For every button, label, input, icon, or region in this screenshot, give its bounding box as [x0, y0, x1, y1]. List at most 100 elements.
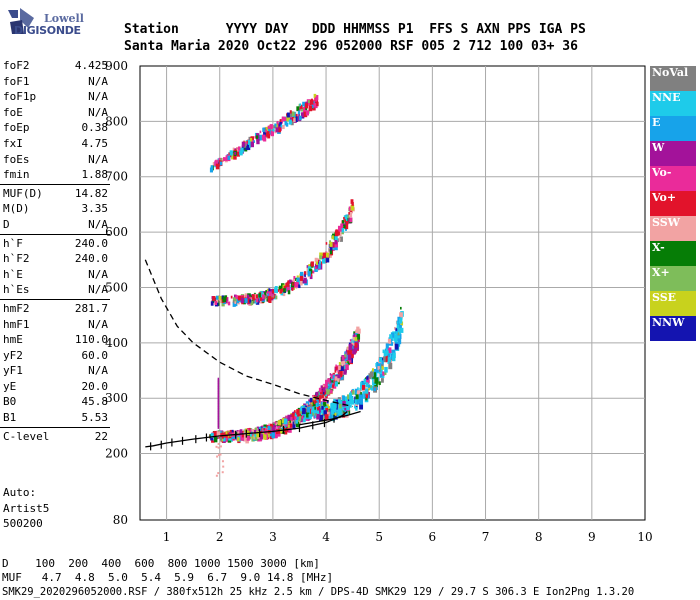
echo-point: [332, 401, 337, 408]
echo-point: [298, 415, 302, 422]
param-row: h`E N/A: [0, 267, 110, 283]
param-label: hmE: [3, 333, 23, 347]
echo-point: [338, 237, 341, 241]
echo-point: [344, 396, 348, 402]
echo-point: [303, 404, 306, 408]
y-tick-label: 900: [105, 59, 128, 73]
param-label: h`F2: [3, 252, 30, 266]
echo-point: [315, 261, 319, 265]
echo-point: [219, 295, 222, 301]
echo-point: [246, 294, 250, 299]
echo-point: [397, 338, 402, 345]
echo-point: [209, 167, 213, 173]
param-value: N/A: [88, 267, 108, 281]
echo-point: [348, 350, 352, 357]
echo-point: [381, 366, 384, 370]
y-tick-label: 700: [105, 170, 128, 184]
echo-point: [210, 165, 214, 170]
x-tick-label: 6: [429, 530, 437, 544]
echo-point: [274, 295, 278, 300]
echo-point: [334, 367, 337, 371]
echo-point: [217, 387, 220, 391]
echo-point: [239, 429, 243, 434]
echo-point: [249, 299, 252, 303]
echo-point: [217, 472, 220, 475]
echo-point: [321, 405, 324, 410]
echo-point: [343, 369, 347, 375]
echo-point: [319, 414, 324, 422]
echo-point: [233, 294, 237, 299]
echo-point: [241, 141, 245, 147]
param-value: 240.0: [74, 252, 108, 266]
echo-point: [274, 123, 276, 127]
echo-point: [308, 413, 312, 420]
echo-point: [217, 442, 220, 445]
echo-point: [297, 110, 301, 115]
y-tick-label: 600: [105, 225, 128, 239]
echo-point: [301, 407, 306, 415]
echo-point: [329, 240, 331, 244]
echo-point: [259, 130, 262, 134]
param-label: MUF(D): [3, 186, 43, 200]
echo-point: [271, 432, 275, 438]
param-value: 60.0: [81, 348, 109, 362]
echo-point: [302, 107, 307, 113]
echo-point: [295, 113, 298, 118]
echo-point: [344, 227, 347, 231]
echo-point: [299, 103, 302, 107]
echo-point: [325, 383, 328, 389]
echo-point: [229, 429, 232, 433]
echo-point: [338, 399, 341, 404]
echo-point: [325, 379, 328, 385]
echo-point: [295, 281, 299, 288]
param-label: yE: [3, 379, 17, 393]
param-value: 4.75: [81, 136, 109, 150]
param-value: 22: [94, 429, 108, 443]
echo-point: [298, 411, 301, 417]
echo-point: [358, 393, 363, 401]
echo-point: [258, 138, 261, 141]
echo-point: [340, 223, 343, 228]
echo-point: [336, 413, 340, 418]
echo-point: [290, 414, 293, 418]
echo-point: [360, 384, 362, 388]
echo-point: [360, 392, 362, 395]
echo-point: [253, 429, 257, 434]
echo-point: [296, 418, 301, 425]
echo-point: [283, 285, 287, 290]
echo-point: [256, 426, 260, 432]
echo-point: [296, 275, 299, 279]
echo-point: [347, 410, 351, 415]
echo-point: [347, 215, 350, 219]
echo-point: [343, 215, 348, 222]
echo-point: [344, 407, 347, 411]
param-label: h`E: [3, 267, 23, 281]
echo-point: [357, 342, 359, 346]
plot-frame: [139, 65, 646, 521]
legend-item: NNW: [650, 316, 696, 341]
echo-point: [267, 425, 271, 431]
echo-point: [332, 375, 335, 379]
echo-point: [348, 212, 350, 215]
echo-point: [258, 134, 262, 141]
echo-point: [213, 430, 217, 437]
echo-point: [318, 398, 321, 402]
echo-point: [218, 297, 222, 304]
echo-point: [303, 111, 308, 118]
echo-point: [296, 416, 299, 420]
echo-point: [243, 295, 247, 300]
echo-point: [322, 387, 326, 393]
echo-point: [347, 361, 350, 366]
echo-point: [217, 394, 220, 398]
echo-point: [311, 104, 314, 109]
echo-point: [316, 403, 319, 407]
echo-point: [224, 431, 228, 438]
param-row: yE 20.0: [0, 379, 110, 395]
echo-point: [334, 414, 338, 420]
echo-point: [263, 434, 267, 440]
echo-point: [332, 406, 337, 413]
echo-point: [354, 388, 359, 395]
echo-point: [286, 282, 290, 287]
echo-point: [396, 324, 400, 329]
echo-point: [243, 294, 246, 298]
